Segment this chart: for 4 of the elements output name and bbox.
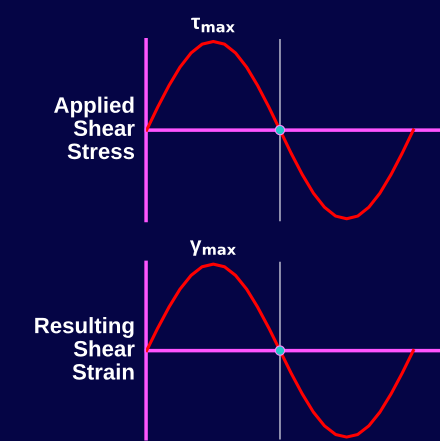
- y-axis-title: Resulting Shear Strain: [35, 317, 135, 380]
- text: γ$_{max}$: [190, 240, 236, 256]
- y-axis-title: Applied Shear Stress: [54, 96, 135, 160]
- text: τ$_{max}$: [191, 18, 235, 32]
